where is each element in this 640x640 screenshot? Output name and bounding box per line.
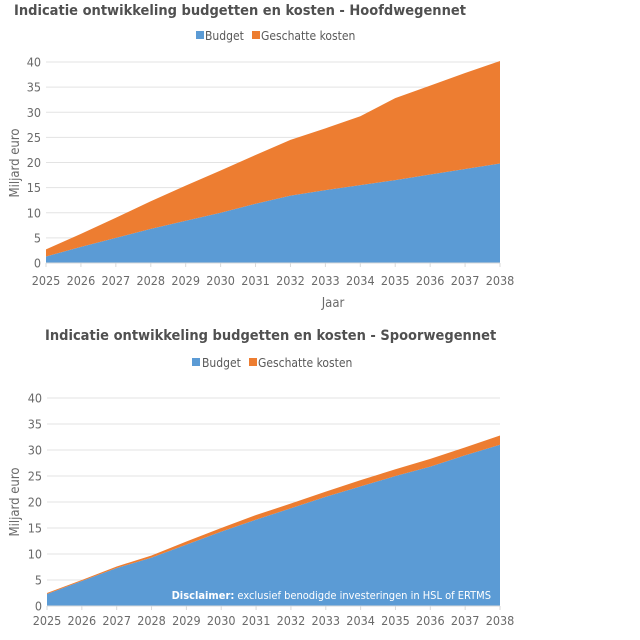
x-tick-label: 2026 <box>67 273 96 288</box>
y-tick-label: 10 <box>28 547 42 562</box>
disclaimer-text: exclusief benodigde investeringen in HSL… <box>234 589 491 602</box>
x-tick-label: 2027 <box>102 613 131 628</box>
x-tick-label: 2029 <box>171 273 200 288</box>
x-tick-label: 2032 <box>276 273 305 288</box>
x-tick-label: 2036 <box>416 613 445 628</box>
legend-swatch-budget <box>192 358 200 366</box>
y-tick-label: 30 <box>28 443 42 458</box>
x-tick-label: 2025 <box>33 613 62 628</box>
disclaimer-annotation: Disclaimer: exclusief benodigde invester… <box>172 589 491 602</box>
x-tick-label: 2028 <box>137 613 166 628</box>
y-tick-label: 10 <box>27 205 41 220</box>
area-budget <box>47 444 500 606</box>
x-tick-label: 2033 <box>311 613 340 628</box>
x-tick-label: 2038 <box>486 273 515 288</box>
x-tick-label: 2030 <box>206 273 235 288</box>
x-tick-label: 2034 <box>346 613 375 628</box>
legend-swatch-kosten <box>252 31 260 39</box>
x-tick-label: 2034 <box>346 273 375 288</box>
legend-label-budget: Budget <box>205 29 244 43</box>
y-tick-label: 20 <box>27 155 41 170</box>
x-tick-label: 2030 <box>207 613 236 628</box>
legend-label-kosten: Geschatte kosten <box>258 356 352 370</box>
y-axis-label: Miljard euro <box>8 467 23 536</box>
x-tick-label: 2037 <box>451 613 480 628</box>
disclaimer-label: Disclaimer: <box>172 589 235 602</box>
area-geschatte-kosten <box>46 60 500 257</box>
x-tick-label: 2038 <box>486 613 515 628</box>
x-tick-label: 2037 <box>451 273 480 288</box>
x-tick-label: 2028 <box>136 273 165 288</box>
legend-swatch-kosten <box>249 358 257 366</box>
legend-swatch-budget <box>196 31 204 39</box>
x-tick-label: 2029 <box>172 613 201 628</box>
x-tick-label: 2027 <box>102 273 131 288</box>
y-tick-label: 15 <box>28 521 42 536</box>
y-tick-label: 15 <box>27 180 41 195</box>
y-tick-label: 25 <box>27 130 41 145</box>
x-tick-label: 2025 <box>32 273 61 288</box>
y-tick-label: 5 <box>35 573 42 588</box>
x-tick-label: 2033 <box>311 273 340 288</box>
legend-label-budget: Budget <box>202 356 241 370</box>
y-tick-label: 0 <box>34 256 41 271</box>
x-tick-label: 2035 <box>381 613 410 628</box>
y-tick-label: 5 <box>34 230 41 245</box>
x-tick-label: 2035 <box>381 273 410 288</box>
legend-label-kosten: Geschatte kosten <box>261 29 355 43</box>
y-tick-label: 0 <box>35 599 42 614</box>
y-tick-label: 35 <box>28 417 42 432</box>
y-tick-label: 35 <box>27 80 41 95</box>
x-tick-label: 2031 <box>241 273 270 288</box>
y-axis-label: Miljard euro <box>8 128 23 197</box>
area-geschatte-kosten <box>47 435 500 595</box>
y-tick-label: 30 <box>27 105 41 120</box>
x-axis-label: Jaar <box>321 296 345 311</box>
x-tick-label: 2036 <box>416 273 445 288</box>
y-tick-label: 40 <box>28 391 42 406</box>
x-tick-label: 2026 <box>68 613 97 628</box>
chart-title: Indicatie ontwikkeling budgetten en kost… <box>14 3 466 19</box>
y-tick-label: 20 <box>28 495 42 510</box>
area-budget <box>46 163 500 263</box>
x-tick-label: 2031 <box>242 613 271 628</box>
y-tick-label: 40 <box>27 55 41 70</box>
chart-title: Indicatie ontwikkeling budgetten en kost… <box>45 328 496 344</box>
x-tick-label: 2032 <box>277 613 306 628</box>
y-tick-label: 25 <box>28 469 42 484</box>
